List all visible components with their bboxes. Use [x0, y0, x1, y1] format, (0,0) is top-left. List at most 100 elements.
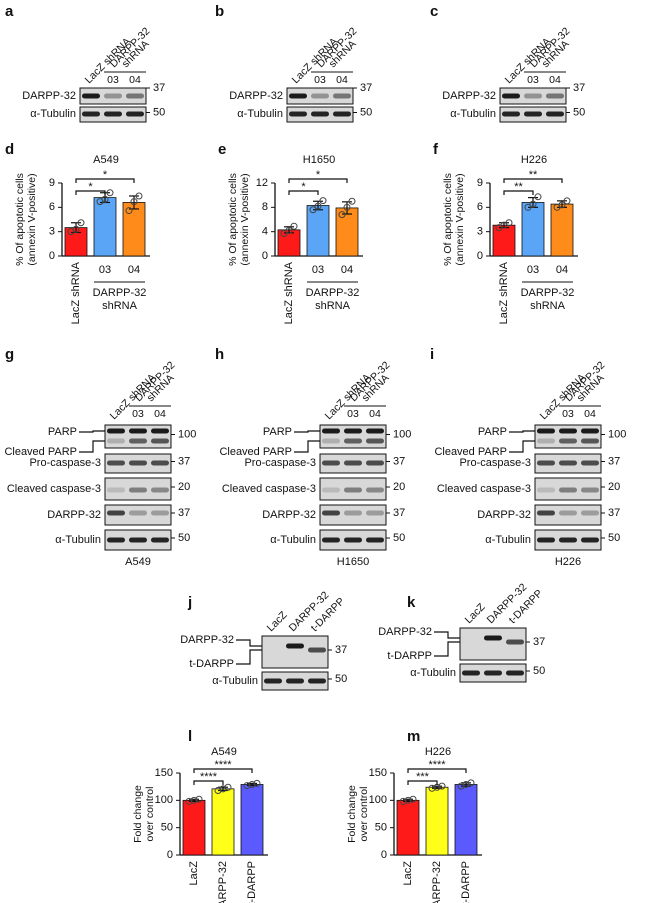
blot-band	[107, 428, 125, 434]
lane-label: 04	[369, 408, 381, 420]
size-marker: 37	[178, 507, 190, 519]
blot-band	[322, 460, 340, 466]
blot-band	[502, 111, 520, 117]
y-axis-label: (annexin V-positive)	[454, 173, 466, 265]
bar	[425, 786, 449, 856]
bar	[306, 205, 330, 257]
y-tick-label: 6	[477, 201, 483, 213]
size-marker: 100	[393, 428, 411, 440]
x-tick-label: DARPP-32	[217, 861, 229, 903]
data-point	[130, 198, 138, 206]
blot-band	[366, 438, 384, 444]
blot-band	[581, 428, 599, 434]
blot-band	[537, 460, 555, 466]
row-label: α-Tubulin	[30, 108, 76, 120]
blot-strip	[104, 504, 172, 526]
blot-band	[581, 510, 599, 516]
blot-band	[581, 460, 599, 466]
y-axis-label: Fold change	[346, 785, 358, 843]
lane-label: LacZ	[463, 601, 488, 626]
data-point	[399, 797, 407, 805]
data-point	[190, 796, 198, 804]
size-marker: 37	[393, 455, 405, 467]
blot-band	[104, 93, 122, 99]
data-point	[280, 229, 288, 237]
cell-line-label: H226	[555, 556, 581, 568]
blot-strip	[534, 504, 602, 526]
row-label: α-Tubulin	[450, 108, 496, 120]
lane-label: LacZ	[265, 609, 290, 634]
blot-band	[344, 510, 362, 516]
blot-band	[484, 670, 502, 676]
blot-band	[524, 93, 542, 99]
lane-label: 04	[336, 74, 348, 86]
row-label: α-Tubulin	[410, 667, 456, 679]
row-label: PARP	[48, 426, 77, 438]
panel-letter: b	[215, 3, 224, 20]
blot-band	[82, 93, 100, 99]
data-point	[338, 211, 346, 219]
data-point	[185, 797, 193, 805]
label-bracket	[236, 639, 262, 647]
panel-letter: f	[433, 141, 439, 158]
row-label: DARPP-32	[229, 90, 283, 102]
blot-band	[333, 111, 351, 117]
blot-band	[502, 93, 520, 99]
blot-band	[151, 460, 169, 466]
size-marker: 37	[153, 82, 165, 94]
data-point	[290, 222, 298, 230]
blot-band	[344, 460, 362, 466]
x-tick-label: 04	[128, 264, 140, 276]
data-point	[558, 201, 566, 209]
panel-letter: j	[187, 594, 192, 611]
data-point	[534, 193, 542, 201]
size-marker: 37	[608, 507, 620, 519]
bar	[550, 203, 574, 257]
blot-strip	[499, 87, 567, 105]
blot-band	[82, 111, 100, 117]
significance-bracket	[288, 190, 319, 195]
data-point	[214, 786, 222, 794]
y-tick-label: 6	[49, 201, 55, 213]
y-axis-label: % Of apoptotic cells	[227, 173, 239, 266]
data-point	[253, 779, 261, 787]
significance-label: **	[529, 169, 538, 181]
blot-band	[129, 428, 147, 434]
blot-band	[129, 438, 147, 444]
blot-band	[264, 678, 282, 684]
y-tick-label: 0	[477, 250, 483, 262]
blot-band	[107, 510, 125, 516]
row-label: α-Tubulin	[270, 534, 316, 546]
row-label: PARP	[478, 426, 507, 438]
row-label: PARP	[263, 426, 292, 438]
row-label: Cleaved PARP	[4, 446, 77, 458]
x-tick-label: DARPP-32	[431, 861, 443, 903]
significance-label: **	[514, 181, 523, 193]
significance-bracket	[503, 178, 563, 183]
size-marker: 37	[608, 455, 620, 467]
y-tick-label: 0	[262, 250, 268, 262]
label-bracket	[434, 641, 460, 657]
blot-band	[107, 537, 125, 543]
x-tick-label: 03	[312, 264, 324, 276]
lane-label: 04	[129, 74, 141, 86]
label-bracket	[79, 430, 105, 433]
data-point	[314, 202, 322, 210]
label-bracket	[509, 430, 535, 433]
blot-band	[129, 487, 147, 493]
y-tick-label: 0	[167, 849, 173, 861]
significance-label: *	[301, 181, 306, 193]
blot-band	[537, 537, 555, 543]
blot-band	[537, 438, 555, 444]
size-marker: 37	[335, 644, 347, 656]
row-label: α-Tubulin	[485, 534, 531, 546]
data-point	[563, 197, 571, 205]
blot-band	[126, 111, 144, 117]
lane-label: 03	[107, 74, 119, 86]
panel-letter: c	[430, 3, 438, 20]
row-label: DARPP-32	[180, 634, 234, 646]
blot-band	[581, 487, 599, 493]
x-tick-label: LacZ	[188, 861, 200, 886]
lane-label: 03	[527, 74, 539, 86]
y-tick-label: 150	[369, 767, 387, 779]
